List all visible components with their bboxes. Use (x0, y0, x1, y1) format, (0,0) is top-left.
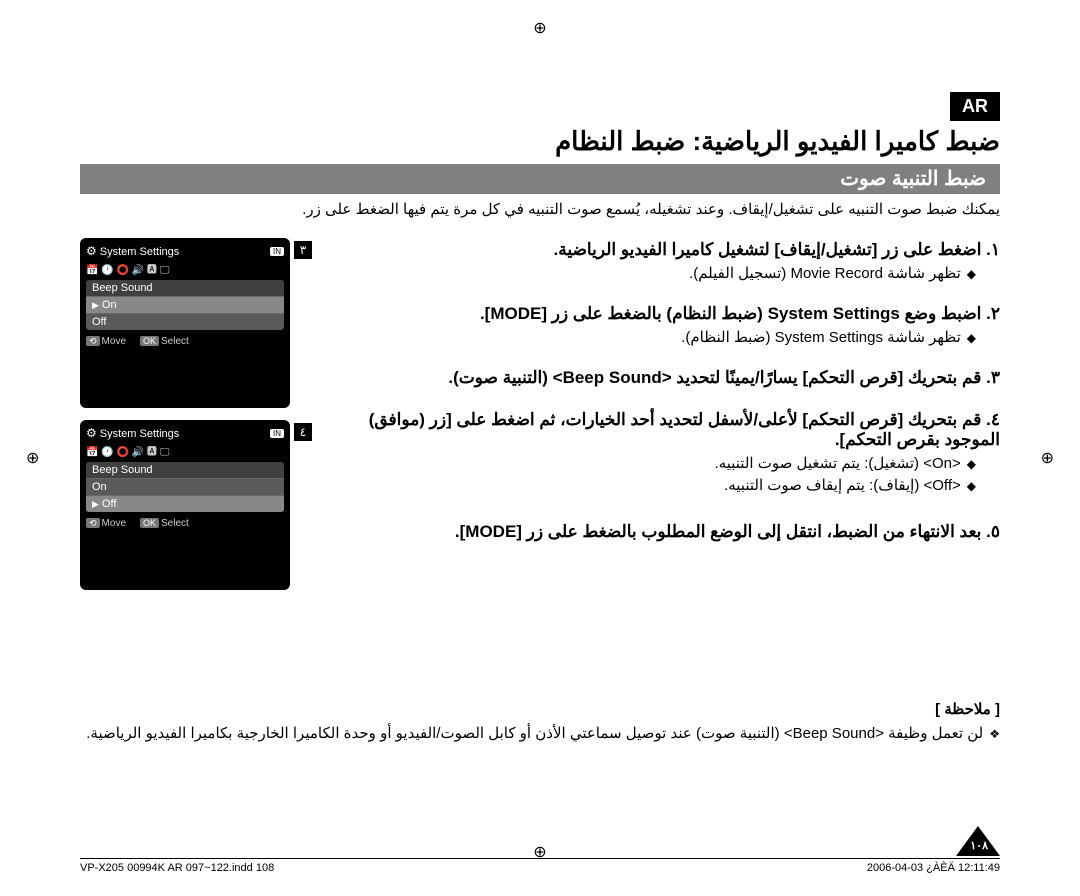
panel-icon-row: 📅 🕐 ⭕ 🔊 🅰 🖵 (86, 261, 284, 276)
selection-arrow-icon: ▶ (92, 300, 99, 310)
move-key-icon: ⟲ (86, 336, 100, 346)
panel-footer: ⟲Move OKSelect (86, 336, 284, 347)
page-number: ١٠٨ (970, 839, 988, 852)
panel-header: ⚙System Settings IN (86, 244, 284, 258)
panel-list-title: Beep Sound (86, 462, 284, 478)
crop-mark-left: ⊕ (26, 448, 39, 468)
step-sub: تظهر شاشة System Settings (ضبط النظام). (320, 328, 976, 346)
ok-key-icon: OK (140, 336, 159, 346)
step-1: ١. اضغط على زر [تشغيل/إيقاف] لتشغيل كامي… (320, 240, 1000, 282)
footer: VP-X205 00994K AR 097~122.indd 108 2006-… (80, 858, 1000, 874)
step-head: ٥. بعد الانتهاء من الضبط، انتقل إلى الوض… (320, 522, 1000, 542)
footer-left: VP-X205 00994K AR 097~122.indd 108 (80, 862, 274, 874)
panel-option-on: ▶On (86, 296, 284, 313)
step-4: ٤. قم بتحريك [قرص التحكم] لأعلى/لأسفل لت… (320, 410, 1000, 494)
panel-title: System Settings (100, 428, 179, 440)
crop-mark-right: ⊕ (1041, 448, 1054, 468)
step-3: ٣. قم بتحريك [قرص التحكم] يسارًا/يمينًا … (320, 368, 1000, 388)
step-head: ١. اضغط على زر [تشغيل/إيقاف] لتشغيل كامي… (320, 240, 1000, 260)
footer-right: 2006-04-03 ¿ÀÈÄ 12:11:49 (867, 862, 1000, 874)
step-sub: <On> (تشغيل): يتم تشغيل صوت التنبيه. (320, 454, 976, 472)
device-screenshot-2: ⚙System Settings IN 📅 🕐 ⭕ 🔊 🅰 🖵 Beep Sou… (80, 420, 290, 590)
notes-heading: [ ملاحظة ] (80, 700, 1000, 718)
step-2: ٢. اضبط وضع System Settings (ضبط النظام)… (320, 304, 1000, 346)
select-label: Select (161, 336, 189, 347)
option-label: Off (102, 498, 116, 510)
panel-option-off: Off (86, 313, 284, 330)
panel-icon-row: 📅 🕐 ⭕ 🔊 🅰 🖵 (86, 443, 284, 458)
ok-key-icon: OK (140, 518, 159, 528)
panel-list: Beep Sound ▶On Off (86, 280, 284, 330)
steps-list: ١. اضغط على زر [تشغيل/إيقاف] لتشغيل كامي… (320, 240, 1000, 564)
panel-title: System Settings (100, 246, 179, 258)
step-sub: <Off> (إيقاف): يتم إيقاف صوت التنبيه. (320, 476, 976, 494)
language-badge: AR (950, 92, 1000, 121)
storage-badge: IN (270, 247, 284, 256)
note-item: لن تعمل وظيفة <Beep Sound> (التنبية صوت)… (80, 724, 1000, 742)
panel-header: ⚙System Settings IN (86, 426, 284, 440)
screenshot-number-2: ٤ (294, 423, 312, 441)
step-head: ٢. اضبط وضع System Settings (ضبط النظام)… (320, 304, 1000, 324)
move-label: Move (102, 518, 126, 529)
notes-block: [ ملاحظة ] لن تعمل وظيفة <Beep Sound> (ا… (80, 700, 1000, 742)
step-5: ٥. بعد الانتهاء من الضبط، انتقل إلى الوض… (320, 522, 1000, 542)
gear-icon: ⚙ (86, 426, 97, 440)
page-title: ضبط كاميرا الفيديو الرياضية: ضبط النظام (555, 126, 1000, 157)
select-label: Select (161, 518, 189, 529)
panel-list-title: Beep Sound (86, 280, 284, 296)
panel-list: Beep Sound On ▶Off (86, 462, 284, 512)
move-label: Move (102, 336, 126, 347)
device-screenshot-1: ⚙System Settings IN 📅 🕐 ⭕ 🔊 🅰 🖵 Beep Sou… (80, 238, 290, 408)
panel-option-off: ▶Off (86, 495, 284, 512)
selection-arrow-icon: ▶ (92, 499, 99, 509)
screenshot-number-1: ٣ (294, 241, 312, 259)
crop-mark-top: ⊕ (533, 18, 546, 38)
option-label: On (102, 299, 117, 311)
step-sub: تظهر شاشة Movie Record (تسجيل الفيلم). (320, 264, 976, 282)
section-subtitle: ضبط التنبية صوت (80, 164, 1000, 194)
storage-badge: IN (270, 429, 284, 438)
gear-icon: ⚙ (86, 244, 97, 258)
step-head: ٣. قم بتحريك [قرص التحكم] يسارًا/يمينًا … (320, 368, 1000, 388)
panel-footer: ⟲Move OKSelect (86, 518, 284, 529)
panel-option-on: On (86, 478, 284, 495)
step-head: ٤. قم بتحريك [قرص التحكم] لأعلى/لأسفل لت… (320, 410, 1000, 450)
move-key-icon: ⟲ (86, 518, 100, 528)
intro-text: يمكنك ضبط صوت التنبيه على تشغيل/إيقاف. و… (302, 200, 1000, 218)
